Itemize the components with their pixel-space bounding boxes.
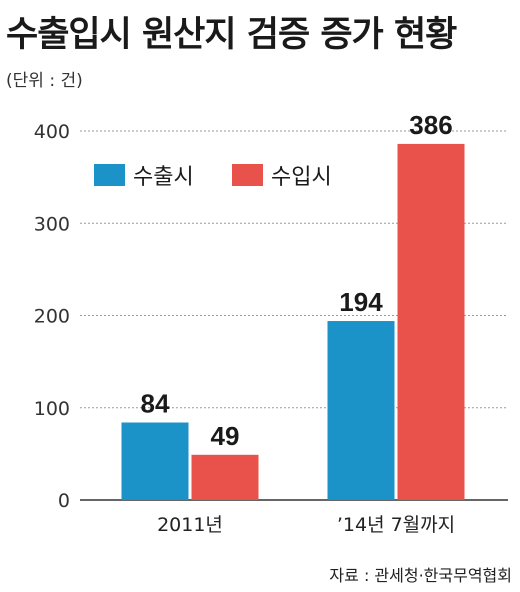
y-tick-label: 100 — [34, 398, 70, 420]
legend-label-import: 수입시 — [271, 165, 332, 190]
x-tick-label: ’14년 7월까지 — [337, 514, 455, 536]
source-note: 자료 : 관세청·한국무역협회 — [329, 566, 512, 585]
bar-import — [191, 454, 259, 500]
chart-title: 수출입시 원산지 검증 증가 현황 — [6, 15, 457, 55]
y-tick-label: 200 — [34, 306, 70, 328]
data-label: 386 — [409, 110, 452, 140]
x-tick-label: 2011년 — [157, 514, 223, 536]
data-label: 84 — [141, 389, 170, 419]
y-tick-label: 300 — [34, 213, 70, 235]
bar-export — [327, 321, 395, 500]
legend-swatch-export — [94, 164, 125, 186]
y-tick-label: 400 — [34, 121, 70, 143]
unit-note: (단위 : 건) — [6, 71, 83, 91]
bar-import — [397, 143, 465, 501]
y-tick-label: 0 — [58, 490, 70, 512]
data-label: 49 — [211, 421, 240, 451]
legend-label-export: 수출시 — [133, 165, 194, 190]
bar-export — [121, 422, 189, 500]
legend-swatch-import — [232, 164, 263, 186]
data-label: 194 — [339, 287, 383, 317]
